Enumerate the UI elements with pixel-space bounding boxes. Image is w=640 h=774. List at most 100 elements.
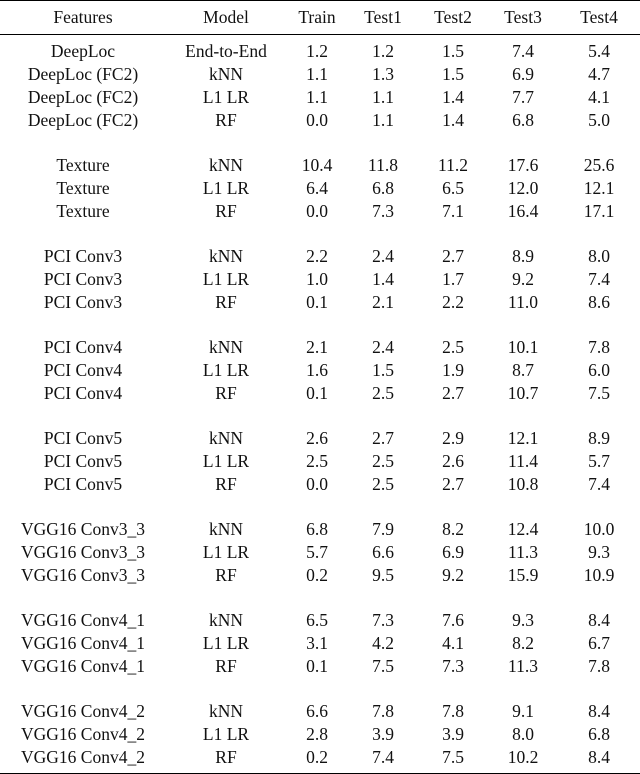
cell-features: PCI Conv5 (43, 427, 123, 448)
cell-test1: 1.2 (372, 40, 394, 61)
cell-model: kNN (208, 336, 244, 357)
table-row: VGG16 Conv3_3 L1 LR 5.7 6.6 6.9 11.3 9.3 (0, 541, 640, 564)
cell-test1: 2.5 (372, 450, 394, 471)
cell-test3: 11.3 (508, 541, 538, 562)
cell-features: Texture (56, 154, 110, 175)
table-header: Features Model Train Test1 Test2 Test3 T… (0, 0, 640, 35)
cell-features: VGG16 Conv3_3 (21, 564, 145, 585)
header-test1: Test1 (348, 0, 418, 35)
table-row: PCI Conv5 L1 LR 2.5 2.5 2.6 11.4 5.7 (0, 450, 640, 473)
table-row: Texture kNN 10.4 11.8 11.2 17.6 25.6 (0, 154, 640, 177)
cell-test1: 11.8 (368, 154, 398, 175)
table-row: VGG16 Conv3_3 kNN 6.8 7.9 8.2 12.4 10.0 (0, 518, 640, 541)
header-features: Features (0, 0, 166, 35)
table-row: Texture L1 LR 6.4 6.8 6.5 12.0 12.1 (0, 177, 640, 200)
group-gap (0, 587, 640, 609)
cell-test2: 7.1 (442, 200, 464, 221)
cell-train: 2.1 (306, 336, 328, 357)
cell-model: RF (215, 291, 237, 312)
cell-model: RF (215, 382, 237, 403)
group-gap (0, 223, 640, 245)
cell-train: 0.1 (306, 655, 328, 676)
cell-features: Texture (56, 177, 110, 198)
cell-test2: 11.2 (438, 154, 468, 175)
cell-test2: 2.2 (442, 291, 464, 312)
cell-train: 0.2 (306, 564, 328, 585)
cell-test3: 9.1 (512, 700, 534, 721)
cell-test2: 2.7 (442, 473, 464, 494)
cell-test1: 6.6 (372, 541, 394, 562)
cell-test4: 6.0 (588, 359, 610, 380)
table-row: VGG16 Conv4_2 L1 LR 2.8 3.9 3.9 8.0 6.8 (0, 723, 640, 746)
cell-features: VGG16 Conv4_2 (21, 700, 145, 721)
group-gap (0, 132, 640, 154)
cell-test4: 25.6 (583, 154, 615, 175)
cell-train: 0.1 (306, 382, 328, 403)
cell-model: kNN (208, 427, 244, 448)
cell-test1: 9.5 (372, 564, 394, 585)
cell-test4: 8.6 (588, 291, 610, 312)
cell-train: 2.2 (306, 245, 328, 266)
cell-train: 2.5 (306, 450, 328, 471)
cell-features: PCI Conv4 (43, 336, 123, 357)
cell-test1: 7.9 (372, 518, 394, 539)
cell-test4: 4.1 (588, 86, 610, 107)
cell-train: 1.2 (306, 40, 328, 61)
cell-features: PCI Conv3 (43, 291, 123, 312)
cell-model: kNN (208, 154, 244, 175)
cell-test1: 4.2 (372, 632, 394, 653)
cell-test2: 7.8 (442, 700, 464, 721)
cell-train: 1.1 (306, 63, 328, 84)
cell-test1: 1.4 (372, 268, 394, 289)
cell-test1: 7.3 (372, 200, 394, 221)
table-row: DeepLoc (FC2) RF 0.0 1.1 1.4 6.8 5.0 (0, 109, 640, 132)
cell-test1: 2.4 (372, 336, 394, 357)
cell-test3: 6.9 (512, 63, 534, 84)
table-row: PCI Conv3 RF 0.1 2.1 2.2 11.0 8.6 (0, 291, 640, 314)
cell-test4: 5.0 (588, 109, 610, 130)
cell-test1: 6.8 (372, 177, 394, 198)
cell-test2: 7.5 (442, 746, 464, 767)
cell-train: 0.0 (306, 200, 328, 221)
cell-model: RF (215, 473, 237, 494)
cell-features: PCI Conv4 (43, 382, 123, 403)
cell-model: L1 LR (202, 86, 250, 107)
cell-train: 5.7 (306, 541, 328, 562)
cell-features: VGG16 Conv4_2 (21, 746, 145, 767)
cell-test4: 8.9 (588, 427, 610, 448)
cell-features: VGG16 Conv4_1 (21, 632, 145, 653)
cell-test2: 3.9 (442, 723, 464, 744)
cell-model: End-to-End (185, 40, 267, 61)
cell-features: PCI Conv3 (43, 245, 123, 266)
cell-test3: 11.4 (508, 450, 538, 471)
cell-test4: 6.8 (588, 723, 610, 744)
cell-test1: 1.3 (372, 63, 394, 84)
cell-test4: 8.4 (588, 700, 610, 721)
cell-train: 0.1 (306, 291, 328, 312)
cell-test2: 9.2 (442, 564, 464, 585)
cell-test1: 1.1 (372, 86, 394, 107)
cell-test3: 10.7 (507, 382, 539, 403)
cell-test3: 12.1 (507, 427, 539, 448)
cell-test1: 7.3 (372, 609, 394, 630)
cell-features: DeepLoc (FC2) (27, 109, 139, 130)
cell-test3: 8.0 (512, 723, 534, 744)
table-row: PCI Conv4 L1 LR 1.6 1.5 1.9 8.7 6.0 (0, 359, 640, 382)
cell-test2: 6.9 (442, 541, 464, 562)
cell-test4: 7.4 (588, 268, 610, 289)
table-row: DeepLoc (FC2) L1 LR 1.1 1.1 1.4 7.7 4.1 (0, 86, 640, 109)
cell-test4: 7.4 (588, 473, 610, 494)
cell-model: L1 LR (202, 268, 250, 289)
table-row: VGG16 Conv3_3 RF 0.2 9.5 9.2 15.9 10.9 (0, 564, 640, 587)
cell-model: kNN (208, 245, 244, 266)
cell-test1: 3.9 (372, 723, 394, 744)
table-row: VGG16 Conv4_2 kNN 6.6 7.8 7.8 9.1 8.4 (0, 700, 640, 723)
cell-features: Texture (56, 200, 110, 221)
cell-model: L1 LR (202, 632, 250, 653)
cell-test2: 1.5 (442, 40, 464, 61)
cell-model: kNN (208, 63, 244, 84)
cell-model: L1 LR (202, 541, 250, 562)
table-row: DeepLoc End-to-End 1.2 1.2 1.5 7.4 5.4 (0, 40, 640, 63)
cell-test2: 2.6 (442, 450, 464, 471)
cell-test2: 4.1 (442, 632, 464, 653)
